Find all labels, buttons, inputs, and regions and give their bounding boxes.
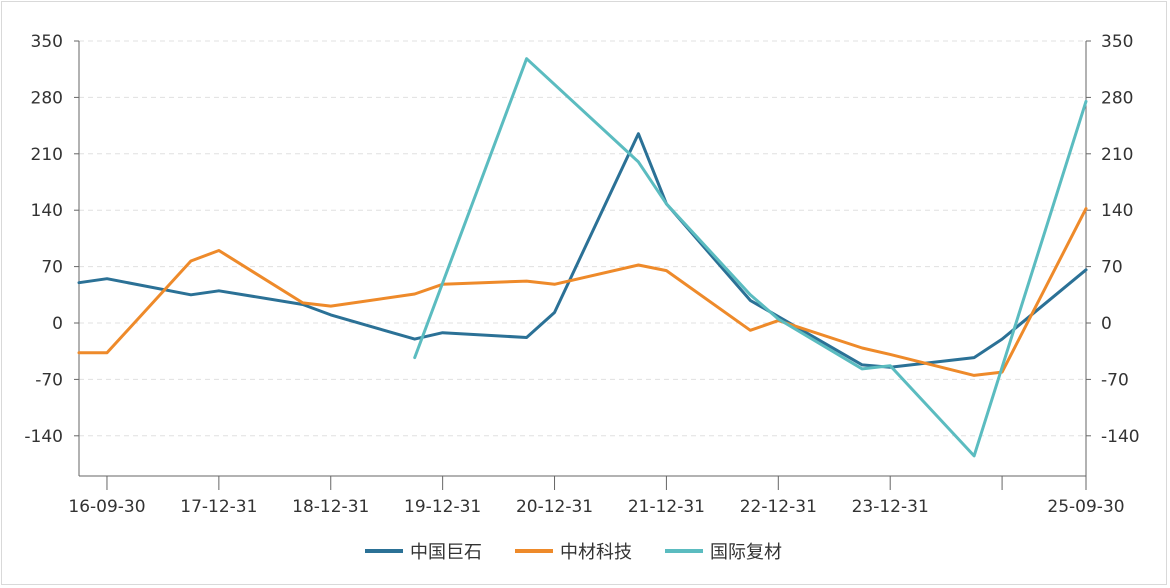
legend-item-2[interactable]: 中材科技 xyxy=(515,542,632,563)
y-tick-label-right: 140 xyxy=(1101,201,1133,221)
y-tick-label-right: -70 xyxy=(1101,370,1129,390)
x-tick-label: 17-12-31 xyxy=(180,497,257,517)
series-line-2 xyxy=(77,207,1088,377)
legend-label: 中国巨石 xyxy=(410,542,482,563)
x-tick-label: 25-09-30 xyxy=(1047,497,1124,517)
y-tick-label-right: 280 xyxy=(1101,88,1133,108)
y-tick-label-right: 350 xyxy=(1101,32,1133,52)
legend-item-1[interactable]: 中国巨石 xyxy=(365,542,482,563)
series-line-1 xyxy=(77,132,1088,369)
y-tick-label-left: 210 xyxy=(31,145,63,165)
x-tick-label: 20-12-31 xyxy=(516,497,593,517)
y-tick-label-right: 210 xyxy=(1101,145,1133,165)
x-tick-label: 22-12-31 xyxy=(740,497,817,517)
y-tick-label-right: 70 xyxy=(1101,258,1123,278)
axes: 350 350 280 280 210 210 140 140 70 70 0 0 -70 -70 -140… xyxy=(24,32,1139,517)
x-tick-label: 21-12-31 xyxy=(628,497,705,517)
y-tick-label-left: 280 xyxy=(31,88,63,108)
y-tick-label-left: 350 xyxy=(31,32,63,52)
y-tick-label-left: 70 xyxy=(41,258,63,278)
legend[interactable]: 中国巨石 中材科技 国际复材 xyxy=(365,542,782,563)
y-tick-label-left: -140 xyxy=(24,427,63,447)
legend-label: 国际复材 xyxy=(710,542,782,563)
y-tick-label-left: 140 xyxy=(31,201,63,221)
x-tick-label: 16-09-30 xyxy=(68,497,145,517)
legend-item-3[interactable]: 国际复材 xyxy=(665,542,782,563)
x-tick-label: 19-12-31 xyxy=(404,497,481,517)
y-tick-label-right: -140 xyxy=(1101,427,1140,447)
y-tick-label-left: -70 xyxy=(35,370,63,390)
legend-label: 中材科技 xyxy=(560,542,632,563)
series-lines xyxy=(77,57,1088,458)
series-line-3 xyxy=(413,57,1088,458)
y-tick-label-left: 0 xyxy=(52,314,63,334)
y-tick-label-right: 0 xyxy=(1101,314,1112,334)
x-tick-label: 18-12-31 xyxy=(292,497,369,517)
gridlines xyxy=(79,40,1086,437)
x-tick-label: 23-12-31 xyxy=(852,497,929,517)
